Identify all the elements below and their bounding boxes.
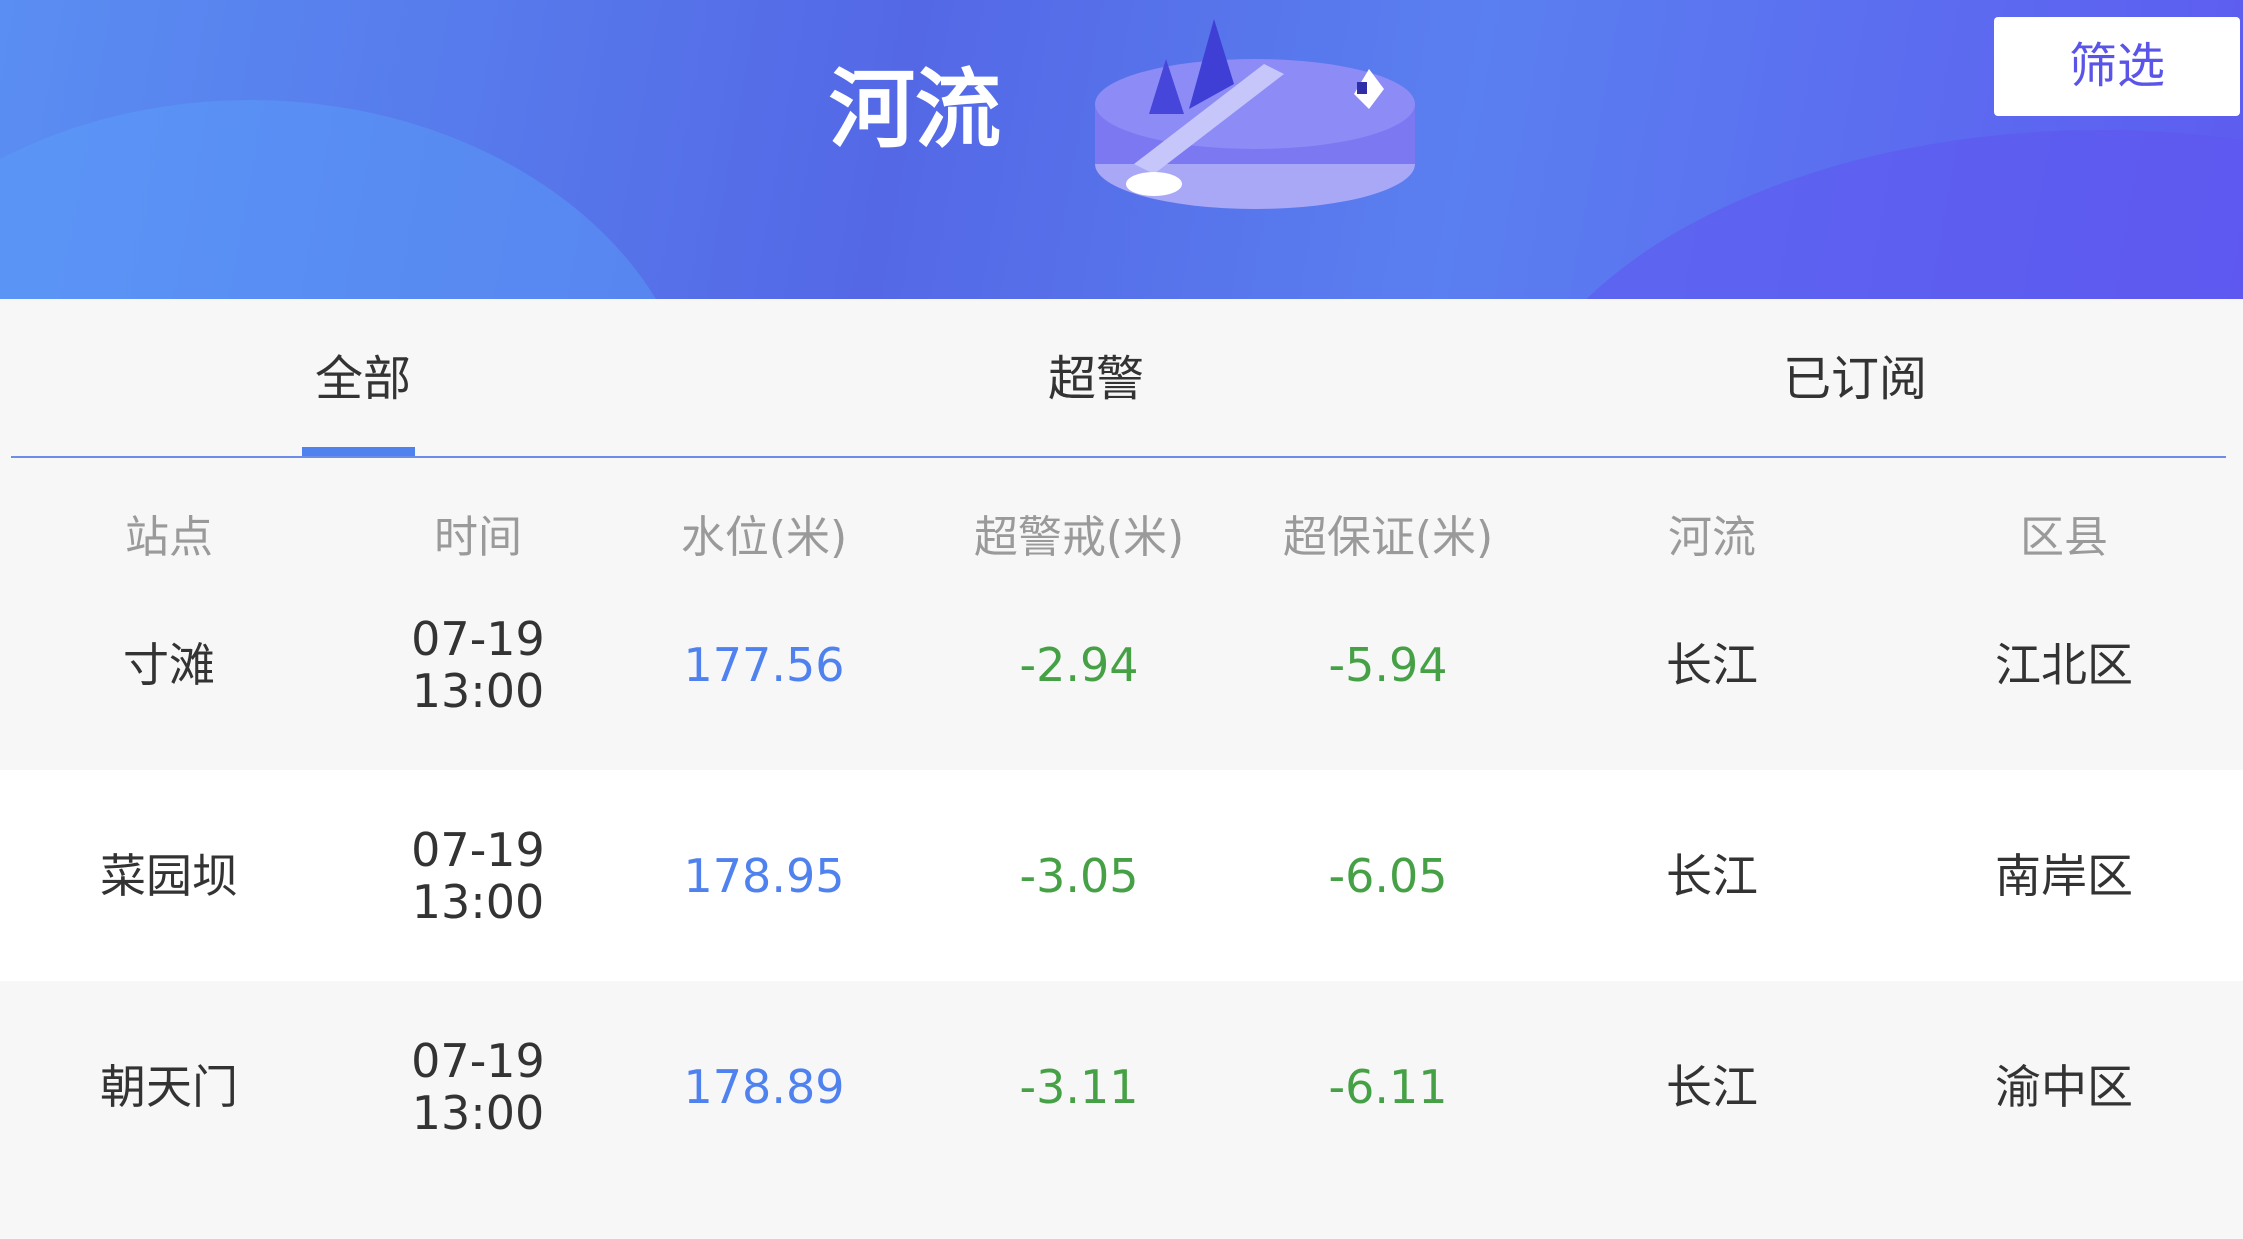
filter-button[interactable]: 筛选 [1994, 17, 2240, 116]
cell-over-guarantee: -6.05 [1328, 848, 1448, 903]
column-header-time: 时间 [434, 512, 522, 563]
cell-date: 07-19 [411, 1033, 545, 1088]
column-header-level: 水位(米) [680, 512, 848, 563]
cell-level: 178.95 [683, 848, 845, 903]
cell-time: 13:00 [411, 664, 545, 718]
cell-over-warning: -3.11 [1019, 1059, 1139, 1114]
cell-level: 178.89 [683, 1059, 845, 1114]
cell-level: 177.56 [683, 638, 845, 692]
cell-date: 07-19 [411, 612, 545, 666]
cell-station: 寸滩 [123, 638, 215, 692]
column-header-over-guarantee: 超保证(米) [1282, 512, 1494, 563]
active-tab-indicator [302, 447, 415, 457]
cell-river: 长江 [1666, 638, 1758, 692]
column-header-over-warning: 超警戒(米) [973, 512, 1185, 563]
cell-time: 13:00 [411, 1085, 545, 1140]
table-row[interactable]: 菜园坝 07-19 13:00 178.95 -3.05 -6.05 长江 南岸区 [0, 770, 2243, 981]
table-header: 站点 时间 水位(米) 超警戒(米) 超保证(米) 河流 区县 [0, 490, 2243, 590]
cell-river: 长江 [1666, 848, 1758, 903]
cell-district: 南岸区 [1995, 848, 2133, 903]
cell-district: 渝中区 [1995, 1059, 2133, 1114]
cell-time: 07-19 13:00 [328, 770, 628, 981]
tab-all[interactable]: 全部 [314, 351, 411, 407]
cell-station: 朝天门 [100, 1059, 238, 1114]
column-header-river: 河流 [1668, 512, 1756, 563]
page-title: 河流 [829, 59, 1001, 160]
cell-over-guarantee: -6.11 [1328, 1059, 1448, 1114]
cell-time: 07-19 13:00 [328, 560, 628, 770]
tab-divider [11, 456, 2226, 458]
tab-bar: 全部 超警 已订阅 [0, 299, 2243, 459]
cell-date: 07-19 [411, 822, 545, 877]
cell-time: 13:00 [411, 874, 545, 929]
cell-over-warning: -3.05 [1019, 848, 1139, 903]
cell-river: 长江 [1666, 1059, 1758, 1114]
header-banner: 河流 筛选 [0, 0, 2243, 299]
cell-time: 07-19 13:00 [328, 981, 628, 1192]
column-header-district: 区县 [2020, 512, 2108, 563]
river-station-illustration-icon [1095, 19, 1415, 209]
table-row[interactable]: 寸滩 07-19 13:00 177.56 -2.94 -5.94 长江 江北区 [0, 560, 2243, 770]
cell-district: 江北区 [1995, 638, 2133, 692]
table-row[interactable]: 朝天门 07-19 13:00 178.89 -3.11 -6.11 长江 渝中区 [0, 981, 2243, 1192]
decorative-wave [0, 100, 700, 299]
decorative-wave [1500, 130, 2243, 299]
cell-over-guarantee: -5.94 [1328, 638, 1448, 692]
tab-subscribed[interactable]: 已订阅 [1782, 351, 1927, 407]
column-header-station: 站点 [125, 512, 213, 563]
cell-station: 菜园坝 [100, 848, 238, 903]
cell-over-warning: -2.94 [1019, 638, 1139, 692]
tab-over-warning[interactable]: 超警 [1047, 351, 1144, 407]
